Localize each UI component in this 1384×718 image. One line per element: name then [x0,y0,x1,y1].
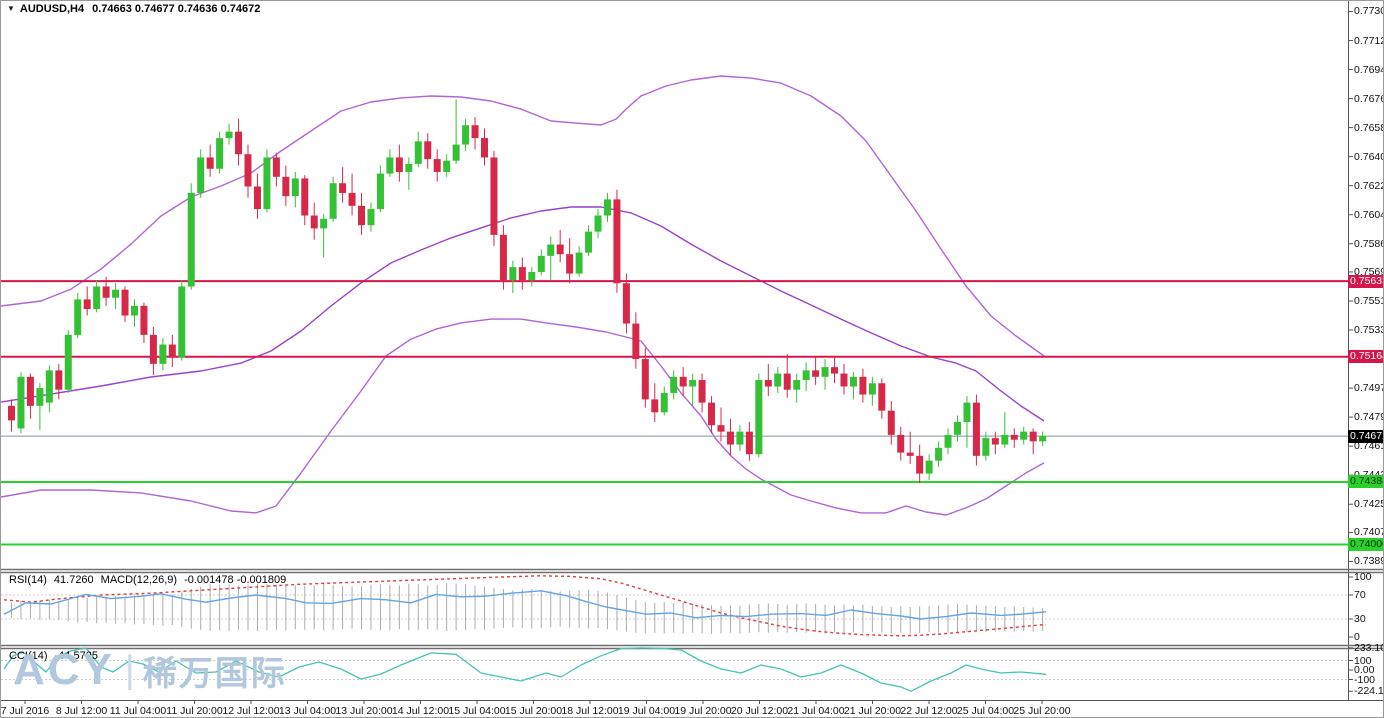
rsi-macd-indicator-label: RSI(14) 41.7260 MACD(12,26,9) -0.001478 -0.… [9,574,293,586]
watermark-separator: | [124,648,135,691]
rsi-name: RSI(14) [9,574,47,586]
macd-values: -0.001478 -0.001809 [184,574,287,586]
symbol-timeframe-label: AUDUSD,H4 [19,3,85,15]
symbol-dropdown-icon[interactable]: ▼ [7,4,15,13]
cci-value: -44.5725 [54,650,98,662]
cci-indicator-label: CCI(14) -44.5725 [9,650,105,662]
rsi-value: 41.7260 [53,574,94,586]
broker-watermark: ACY | 稀万国际 [13,645,287,695]
cci-name: CCI(14) [9,650,48,662]
watermark-brand: ACY [13,645,115,694]
ohlc-values: 0.74663 0.74677 0.74636 0.74672 [92,3,261,15]
watermark-name: 稀万国际 [142,654,287,693]
macd-name: MACD(12,26,9) [100,574,178,586]
chart-title-bar: ▼ AUDUSD,H4 0.74663 0.74677 0.74636 0.7467… [7,3,260,15]
